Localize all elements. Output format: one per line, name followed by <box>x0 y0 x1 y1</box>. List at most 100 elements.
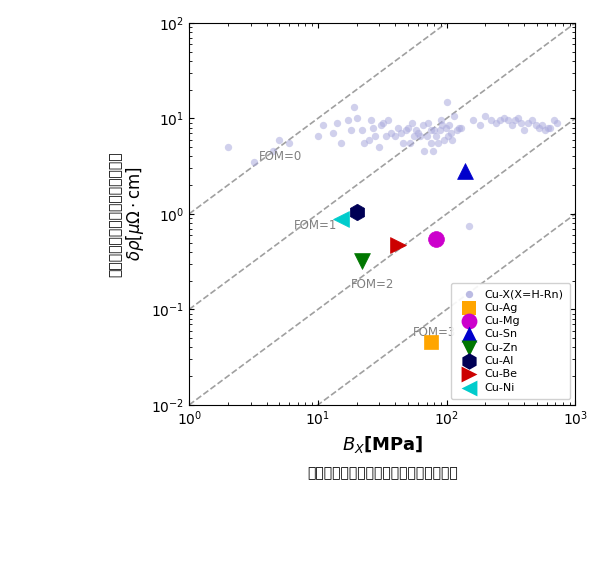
Cu-X(X=H-Rn) <box>411 125 421 135</box>
Cu-X(X=H-Rn) <box>433 138 443 148</box>
Cu-X(X=H-Rn) <box>464 221 474 231</box>
Text: FOM=1: FOM=1 <box>294 219 337 232</box>
Cu-X(X=H-Rn) <box>359 138 369 148</box>
Cu-X(X=H-Rn) <box>403 123 412 132</box>
Cu-X(X=H-Rn) <box>285 138 294 148</box>
Cu-X(X=H-Rn) <box>443 131 453 141</box>
Cu-X(X=H-Rn) <box>531 120 540 130</box>
Text: 添加元素による電気抵抗率の増加: 添加元素による電気抵抗率の増加 <box>109 151 123 277</box>
Cu-Sn <box>461 167 470 176</box>
Cu-X(X=H-Rn) <box>523 118 533 127</box>
Cu-X(X=H-Rn) <box>367 116 376 125</box>
Cu-X(X=H-Rn) <box>517 118 526 127</box>
Cu-X(X=H-Rn) <box>313 131 323 141</box>
Cu-X(X=H-Rn) <box>549 116 558 125</box>
Cu-X(X=H-Rn) <box>439 135 449 144</box>
Cu-X(X=H-Rn) <box>409 131 419 141</box>
Cu-X(X=H-Rn) <box>396 128 406 138</box>
Cu-X(X=H-Rn) <box>495 116 505 125</box>
Cu-X(X=H-Rn) <box>534 123 544 132</box>
Cu-Ni <box>336 214 346 224</box>
Cu-X(X=H-Rn) <box>401 125 411 135</box>
Cu-X(X=H-Rn) <box>428 147 438 156</box>
Cu-X(X=H-Rn) <box>481 112 490 121</box>
Cu-X(X=H-Rn) <box>332 118 341 127</box>
Cu-X(X=H-Rn) <box>442 97 452 106</box>
Cu-X(X=H-Rn) <box>368 123 378 132</box>
Cu-X(X=H-Rn) <box>507 120 517 130</box>
Cu-X(X=H-Rn) <box>387 128 396 138</box>
X-axis label: $B_X$[MPa]: $B_X$[MPa] <box>341 434 423 455</box>
Cu-X(X=H-Rn) <box>552 118 562 127</box>
Cu-X(X=H-Rn) <box>423 118 433 127</box>
Text: FOM=2: FOM=2 <box>351 278 394 292</box>
Text: FOM=3: FOM=3 <box>413 326 456 339</box>
Cu-X(X=H-Rn) <box>510 116 520 125</box>
Cu-X(X=H-Rn) <box>383 116 393 125</box>
Cu-X(X=H-Rn) <box>268 147 278 156</box>
Cu-X(X=H-Rn) <box>223 142 233 152</box>
Cu-X(X=H-Rn) <box>519 125 529 135</box>
Cu-X(X=H-Rn) <box>426 125 436 135</box>
Cu-X(X=H-Rn) <box>486 116 496 125</box>
Text: 添加元素による機械強度（耐力）の増加: 添加元素による機械強度（耐力）の増加 <box>307 466 458 480</box>
Cu-X(X=H-Rn) <box>336 138 346 148</box>
Cu-X(X=H-Rn) <box>546 123 555 132</box>
Cu-X(X=H-Rn) <box>543 123 552 132</box>
Cu-X(X=H-Rn) <box>504 116 513 125</box>
Cu-X(X=H-Rn) <box>527 116 537 125</box>
Cu-X(X=H-Rn) <box>429 125 439 135</box>
Cu-X(X=H-Rn) <box>352 114 362 123</box>
Cu-X(X=H-Rn) <box>447 135 457 144</box>
Cu-X(X=H-Rn) <box>413 128 423 138</box>
Cu-X(X=H-Rn) <box>391 131 400 141</box>
Cu-X(X=H-Rn) <box>408 118 417 127</box>
Cu-X(X=H-Rn) <box>378 118 388 127</box>
Cu-X(X=H-Rn) <box>537 120 547 130</box>
Cu-X(X=H-Rn) <box>420 147 429 156</box>
Cu-X(X=H-Rn) <box>405 138 415 148</box>
Cu-X(X=H-Rn) <box>437 120 447 130</box>
Cu-X(X=H-Rn) <box>250 157 259 167</box>
Cu-X(X=H-Rn) <box>376 120 386 130</box>
Cu-X(X=H-Rn) <box>431 131 440 141</box>
Cu-Mg <box>431 234 440 243</box>
Cu-X(X=H-Rn) <box>346 125 356 135</box>
Cu-X(X=H-Rn) <box>415 131 425 141</box>
Cu-X(X=H-Rn) <box>382 131 391 141</box>
Cu-X(X=H-Rn) <box>318 120 328 130</box>
Cu-X(X=H-Rn) <box>446 128 456 138</box>
Cu-X(X=H-Rn) <box>540 125 550 135</box>
Cu-X(X=H-Rn) <box>374 142 384 152</box>
Cu-X(X=H-Rn) <box>371 131 380 141</box>
Cu-Be <box>393 241 403 250</box>
Cu-Ag <box>426 338 435 347</box>
Cu-X(X=H-Rn) <box>452 125 462 135</box>
Cu-X(X=H-Rn) <box>349 103 359 112</box>
Cu-Zn <box>357 256 367 266</box>
Cu-X(X=H-Rn) <box>450 112 459 121</box>
Cu-X(X=H-Rn) <box>514 114 523 123</box>
Y-axis label: $\delta\rho$[$\mu\Omega\cdot$cm]: $\delta\rho$[$\mu\Omega\cdot$cm] <box>124 167 145 261</box>
Cu-X(X=H-Rn) <box>274 135 284 144</box>
Cu-X(X=H-Rn) <box>422 131 432 141</box>
Cu-X(X=H-Rn) <box>357 125 367 135</box>
Cu-X(X=H-Rn) <box>444 120 454 130</box>
Cu-X(X=H-Rn) <box>399 138 408 148</box>
Cu-Al <box>352 207 362 217</box>
Cu-X(X=H-Rn) <box>328 128 338 138</box>
Cu-X(X=H-Rn) <box>456 123 466 132</box>
Cu-X(X=H-Rn) <box>499 114 509 123</box>
Text: FOM=0: FOM=0 <box>259 150 303 163</box>
Cu-X(X=H-Rn) <box>454 123 464 132</box>
Cu-X(X=H-Rn) <box>426 138 435 148</box>
Cu-X(X=H-Rn) <box>468 116 478 125</box>
Cu-X(X=H-Rn) <box>343 116 352 125</box>
Cu-X(X=H-Rn) <box>491 118 500 127</box>
Cu-X(X=H-Rn) <box>364 135 374 144</box>
Cu-X(X=H-Rn) <box>393 123 403 132</box>
Cu-X(X=H-Rn) <box>418 120 428 130</box>
Cu-X(X=H-Rn) <box>475 120 484 130</box>
Cu-X(X=H-Rn) <box>436 116 446 125</box>
Legend: Cu-X(X=H-Rn), Cu-Ag, Cu-Mg, Cu-Sn, Cu-Zn, Cu-Al, Cu-Be, Cu-Ni: Cu-X(X=H-Rn), Cu-Ag, Cu-Mg, Cu-Sn, Cu-Zn… <box>451 283 570 399</box>
